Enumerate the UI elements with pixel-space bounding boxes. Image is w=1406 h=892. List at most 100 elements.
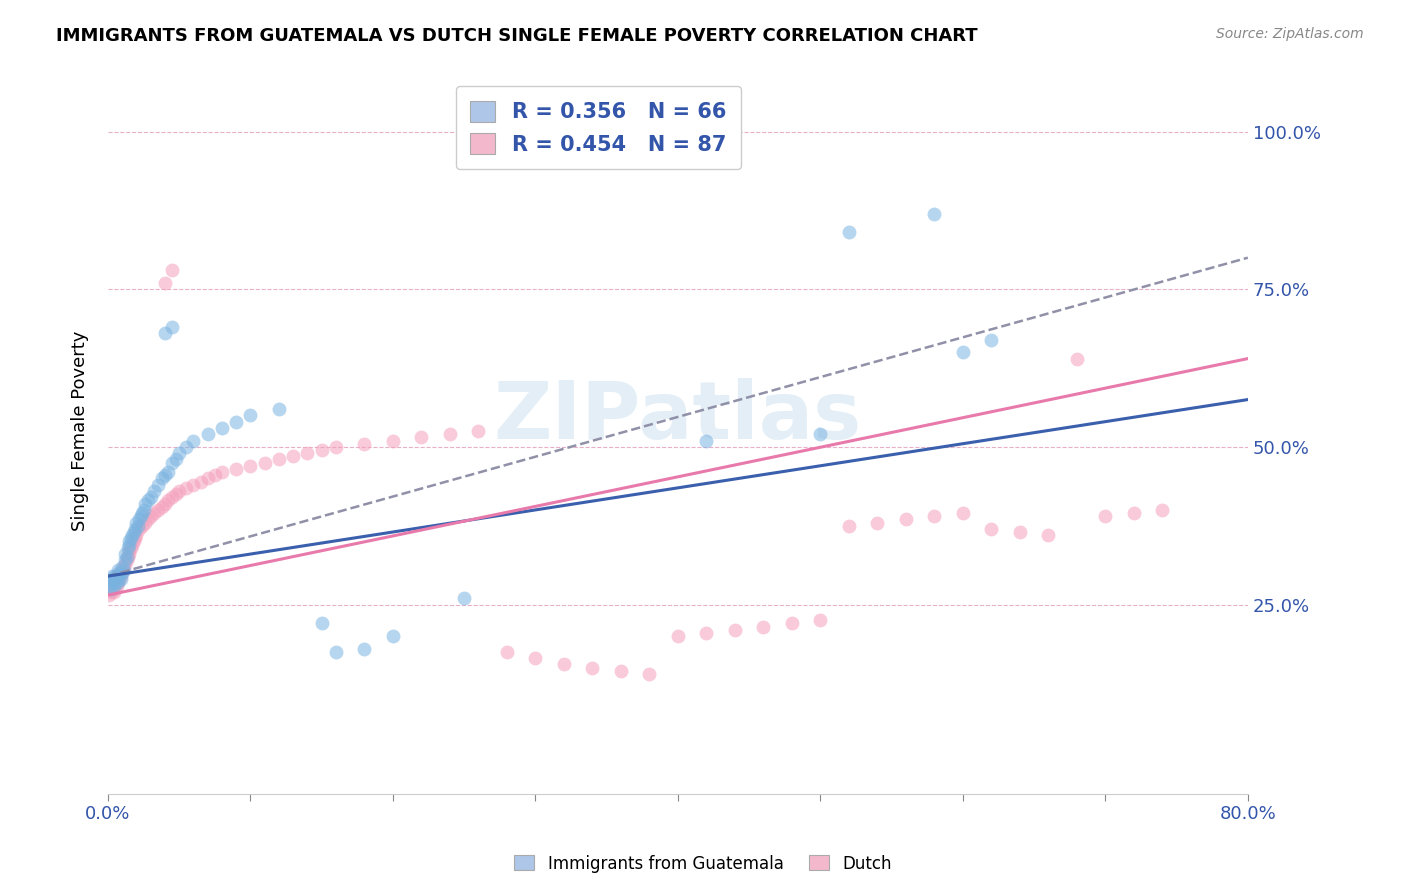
Text: ZIPatlas: ZIPatlas <box>494 377 862 456</box>
Point <box>866 516 889 530</box>
Point <box>808 613 831 627</box>
Point <box>98 588 121 602</box>
Point <box>122 524 145 539</box>
Point <box>1152 503 1174 517</box>
Point <box>107 569 129 583</box>
Point <box>100 582 122 596</box>
Point <box>838 518 860 533</box>
Point <box>165 452 187 467</box>
Point <box>150 500 173 514</box>
Point <box>110 572 132 586</box>
Point <box>112 559 135 574</box>
Point <box>1008 524 1031 539</box>
Point <box>581 660 603 674</box>
Point <box>153 497 176 511</box>
Point <box>439 427 461 442</box>
Point <box>132 503 155 517</box>
Point <box>120 541 142 555</box>
Point <box>129 509 152 524</box>
Point <box>136 493 159 508</box>
Point <box>105 572 128 586</box>
Point <box>131 518 153 533</box>
Point <box>553 657 575 672</box>
Point <box>1066 351 1088 366</box>
Point <box>111 559 134 574</box>
Point <box>311 443 333 458</box>
Y-axis label: Single Female Poverty: Single Female Poverty <box>72 331 89 532</box>
Point <box>115 553 138 567</box>
Point <box>980 333 1002 347</box>
Point <box>496 645 519 659</box>
Point <box>121 528 143 542</box>
Point <box>114 557 136 571</box>
Point <box>110 569 132 583</box>
Point <box>211 421 233 435</box>
Point <box>112 563 135 577</box>
Point <box>1122 506 1144 520</box>
Point <box>211 465 233 479</box>
Point <box>353 436 375 450</box>
Point <box>267 402 290 417</box>
Point <box>142 506 165 520</box>
Point <box>239 409 262 423</box>
Point <box>101 582 124 596</box>
Point <box>134 497 156 511</box>
Point <box>176 440 198 454</box>
Point <box>124 522 146 536</box>
Point <box>453 591 475 606</box>
Point <box>117 541 139 555</box>
Point <box>150 471 173 485</box>
Point <box>467 424 489 438</box>
Point <box>156 465 179 479</box>
Point <box>103 578 125 592</box>
Point <box>197 427 219 442</box>
Point <box>165 487 187 501</box>
Point <box>411 430 433 444</box>
Point <box>114 547 136 561</box>
Point <box>225 462 247 476</box>
Point <box>176 481 198 495</box>
Point <box>808 427 831 442</box>
Point <box>838 226 860 240</box>
Point <box>253 456 276 470</box>
Point <box>924 206 946 220</box>
Point <box>111 566 134 580</box>
Point <box>283 450 305 464</box>
Text: Source: ZipAtlas.com: Source: ZipAtlas.com <box>1216 27 1364 41</box>
Point <box>695 626 717 640</box>
Point <box>105 572 128 586</box>
Point <box>100 585 122 599</box>
Point <box>114 553 136 567</box>
Point <box>103 578 125 592</box>
Point <box>107 575 129 590</box>
Point <box>267 452 290 467</box>
Point <box>952 345 974 359</box>
Point <box>160 491 183 505</box>
Point <box>353 641 375 656</box>
Point <box>124 531 146 545</box>
Point <box>695 434 717 448</box>
Point <box>311 616 333 631</box>
Point <box>204 468 226 483</box>
Point <box>105 578 128 592</box>
Point <box>108 572 131 586</box>
Point <box>610 664 633 678</box>
Point <box>381 434 404 448</box>
Point <box>107 563 129 577</box>
Point <box>139 491 162 505</box>
Point <box>104 575 127 590</box>
Point <box>146 503 169 517</box>
Point <box>101 569 124 583</box>
Point <box>104 575 127 590</box>
Point <box>104 582 127 596</box>
Point <box>128 522 150 536</box>
Point <box>156 493 179 508</box>
Point <box>153 468 176 483</box>
Point <box>239 458 262 473</box>
Point <box>924 509 946 524</box>
Point <box>1308 125 1330 139</box>
Point <box>139 509 162 524</box>
Point <box>325 645 347 659</box>
Point <box>115 550 138 565</box>
Point <box>160 456 183 470</box>
